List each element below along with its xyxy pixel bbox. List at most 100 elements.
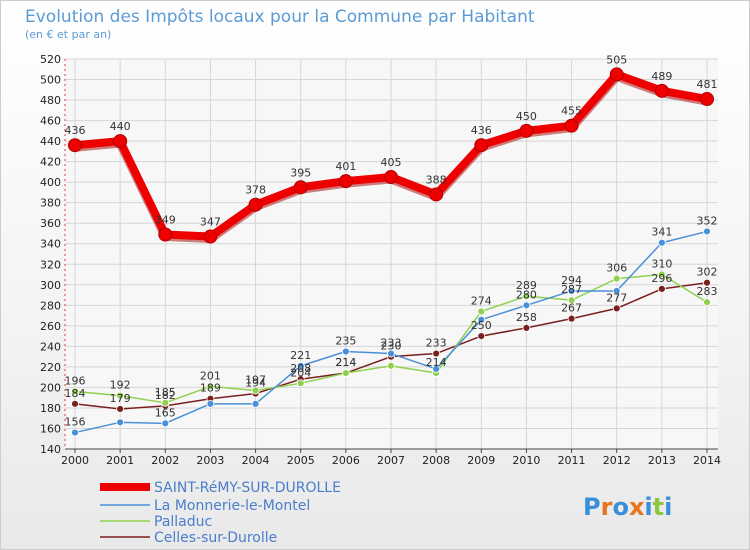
data-label: 347 bbox=[200, 216, 221, 229]
data-label: 194 bbox=[245, 377, 266, 390]
y-tick-label: 380 bbox=[40, 197, 61, 210]
data-label: 214 bbox=[335, 356, 356, 369]
data-label: 201 bbox=[200, 369, 221, 382]
data-label: 310 bbox=[651, 258, 672, 271]
data-label: 221 bbox=[290, 349, 311, 362]
y-tick-label: 220 bbox=[40, 361, 61, 374]
data-point bbox=[522, 292, 531, 300]
data-label: 436 bbox=[471, 124, 492, 137]
x-tick-label: 2010 bbox=[512, 454, 540, 467]
y-tick-label: 280 bbox=[40, 299, 61, 312]
data-label: 204 bbox=[290, 366, 311, 379]
data-point bbox=[567, 287, 576, 295]
data-label: 436 bbox=[65, 124, 86, 137]
y-tick-label: 240 bbox=[40, 340, 61, 353]
data-point bbox=[522, 301, 531, 310]
x-tick-label: 2012 bbox=[603, 454, 631, 467]
data-label: 388 bbox=[426, 173, 447, 186]
data-point bbox=[609, 67, 624, 82]
data-point bbox=[68, 138, 82, 153]
y-tick-label: 480 bbox=[40, 94, 61, 107]
data-point bbox=[248, 197, 263, 212]
legend-label: SAINT-RéMY-SUR-DUROLLE bbox=[154, 480, 341, 496]
data-label: 280 bbox=[516, 288, 537, 301]
data-point bbox=[116, 391, 125, 400]
y-tick-label: 160 bbox=[40, 422, 61, 435]
data-point bbox=[341, 347, 350, 356]
data-label: 197 bbox=[245, 374, 266, 387]
data-label: 277 bbox=[606, 291, 627, 304]
data-label: 192 bbox=[110, 379, 131, 392]
data-point bbox=[477, 315, 486, 324]
data-point bbox=[206, 382, 215, 391]
data-label: 185 bbox=[155, 386, 176, 399]
data-point bbox=[703, 278, 711, 287]
y-tick-label: 300 bbox=[40, 279, 61, 292]
legend-label: Palladuc bbox=[154, 514, 212, 530]
data-point bbox=[429, 187, 444, 202]
x-tick-label: 2009 bbox=[467, 454, 495, 467]
data-label: 352 bbox=[697, 214, 718, 227]
data-point bbox=[477, 332, 486, 341]
data-point bbox=[161, 398, 170, 407]
data-point bbox=[203, 229, 218, 244]
data-label: 401 bbox=[335, 160, 356, 173]
data-label: 405 bbox=[381, 156, 402, 169]
data-point bbox=[522, 323, 531, 332]
x-tick-label: 2000 bbox=[61, 454, 89, 467]
x-tick-label: 2003 bbox=[196, 454, 224, 467]
data-label: 156 bbox=[65, 416, 86, 429]
data-label: 250 bbox=[471, 319, 492, 332]
y-tick-label: 400 bbox=[40, 176, 61, 189]
data-label: 505 bbox=[606, 53, 627, 66]
data-label: 489 bbox=[651, 70, 672, 83]
data-point bbox=[700, 92, 714, 107]
data-label: 341 bbox=[651, 226, 672, 239]
data-point bbox=[251, 386, 260, 395]
data-label: 214 bbox=[426, 356, 447, 369]
data-point bbox=[296, 379, 305, 388]
data-point bbox=[612, 287, 621, 295]
chart-subtitle: (en € et par an) bbox=[25, 28, 111, 41]
y-tick-label: 320 bbox=[40, 258, 61, 271]
data-point bbox=[657, 238, 666, 247]
data-label: 233 bbox=[426, 337, 447, 350]
data-label: 289 bbox=[516, 279, 537, 292]
data-label: 233 bbox=[381, 337, 402, 350]
x-tick-label: 2011 bbox=[558, 454, 586, 467]
plot-area: 140 160 180 200 220 240 260 280 300 320 340 360 380 4… bbox=[40, 53, 721, 467]
data-point bbox=[612, 304, 621, 313]
data-label: 208 bbox=[290, 362, 311, 375]
x-tick-label: 2008 bbox=[422, 454, 450, 467]
data-point bbox=[477, 307, 486, 316]
data-point bbox=[703, 227, 711, 236]
data-label: 481 bbox=[697, 78, 718, 91]
x-tick-label: 2004 bbox=[242, 454, 270, 467]
data-point bbox=[341, 369, 350, 377]
data-point bbox=[519, 123, 534, 138]
data-point bbox=[71, 399, 79, 408]
data-label: 455 bbox=[561, 105, 582, 118]
data-point bbox=[657, 270, 666, 279]
x-tick-label: 2001 bbox=[106, 454, 134, 467]
data-label: 306 bbox=[606, 262, 627, 275]
y-tick-label: 460 bbox=[40, 115, 61, 128]
data-point bbox=[703, 298, 711, 307]
proxiti-logo: Proxiti bbox=[583, 493, 672, 521]
legend-label: Celles-sur-Durolle bbox=[154, 530, 277, 546]
data-point bbox=[612, 274, 621, 283]
data-label: 440 bbox=[110, 120, 131, 133]
y-tick-label: 420 bbox=[40, 156, 61, 169]
data-point bbox=[567, 296, 576, 305]
data-label: 184 bbox=[65, 387, 86, 400]
data-point bbox=[71, 428, 79, 437]
y-tick-label: 140 bbox=[40, 443, 61, 456]
data-label: 214 bbox=[335, 356, 356, 369]
legend: SAINT-RéMY-SUR-DUROLLE La Monnerie-le-Mon… bbox=[100, 480, 341, 546]
data-point bbox=[567, 314, 576, 323]
x-tick-label: 2013 bbox=[648, 454, 676, 467]
data-point bbox=[432, 349, 441, 358]
data-label: 230 bbox=[381, 340, 402, 353]
data-label: 395 bbox=[290, 166, 311, 179]
data-point bbox=[657, 284, 666, 293]
